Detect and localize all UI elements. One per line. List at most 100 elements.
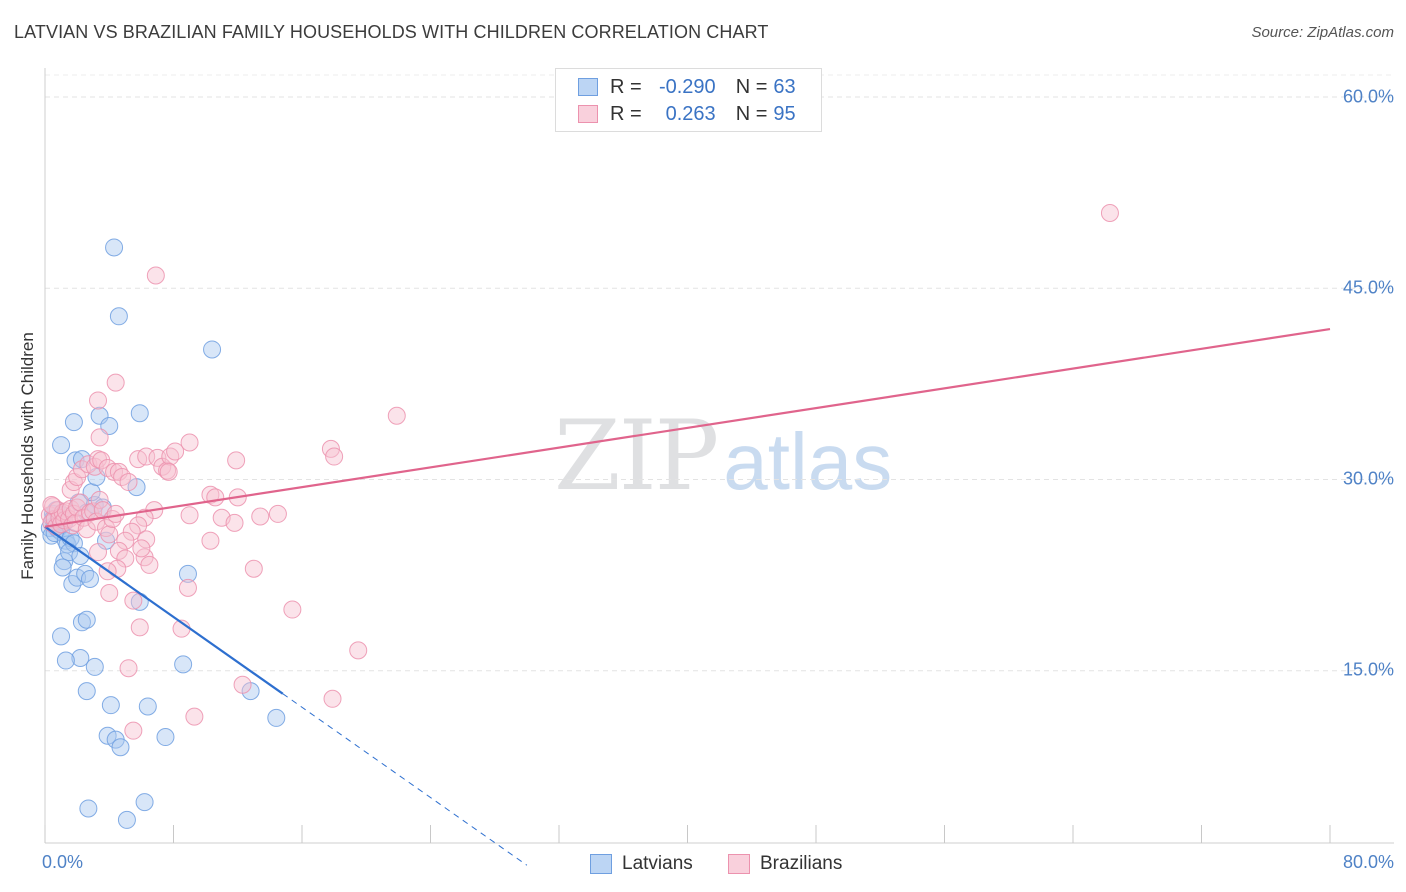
brazilian-point-73 (137, 530, 156, 549)
latvian-point-33 (64, 413, 83, 432)
x-tick-label-max: 80.0% (1342, 852, 1394, 872)
brazilian-point-49 (166, 442, 185, 461)
brazilian-point-70 (129, 516, 148, 535)
brazilians-swatch (578, 105, 598, 123)
latvian-point-32 (52, 436, 71, 455)
watermark-atlas: atlas (723, 417, 893, 506)
brazilian-point-74 (109, 541, 128, 560)
brazilian-point-51 (90, 428, 109, 447)
latvian-point-38 (109, 307, 128, 326)
brazilian-point-64 (251, 507, 270, 526)
brazilian-point-11 (42, 496, 61, 514)
brazilian-point-53 (106, 373, 125, 392)
brazilian-point-60 (201, 485, 220, 504)
brazilian-point-24 (90, 490, 109, 509)
brazilian-point-79 (132, 539, 151, 558)
brazilian-point-31 (64, 473, 83, 492)
latvian-point-37 (105, 238, 124, 257)
brazilian-point-59 (159, 462, 178, 481)
brazilian-point-55 (387, 406, 406, 425)
brazilian-point-82 (244, 559, 263, 578)
latvian-point-16 (55, 552, 74, 571)
bottom-legend-latvians: Latvians (590, 852, 693, 876)
bottom-legend-brazilians-swatch (728, 854, 750, 874)
brazilian-point-27 (100, 525, 119, 544)
latvian-point-62 (117, 810, 136, 829)
brazilians-n-value: 95 (773, 102, 796, 125)
latvian-point-21 (71, 547, 90, 565)
latvian-point-58 (111, 738, 130, 757)
latvian-point-61 (79, 799, 98, 818)
brazilian-point-96 (1100, 204, 1119, 223)
brazilians-r-value: 0.263 (665, 102, 716, 125)
x-tick-label-min: 0.0% (42, 852, 84, 872)
brazilian-point-95 (124, 721, 143, 740)
latvians-r-label: R = (610, 75, 642, 98)
latvian-point-55 (267, 708, 286, 727)
latvian-point-50 (174, 655, 193, 674)
stats-legend: R = -0.290 N = 63 R = 0.263 N = 95 (555, 68, 822, 132)
brazilians-n-label: N = (735, 102, 768, 125)
bottom-legend-brazilians-label: Brazilians (760, 853, 843, 874)
brazilian-point-75 (89, 543, 108, 562)
y-tick-label-60: 60.0% (1342, 86, 1394, 107)
brazilian-point-66 (225, 513, 244, 532)
latvian-point-59 (156, 728, 175, 747)
latvian-point-47 (71, 649, 90, 667)
brazilian-point-57 (325, 447, 344, 466)
brazilian-point-89 (130, 618, 149, 637)
latvians-n-label: N = (735, 75, 768, 98)
brazilian-point-50 (180, 433, 199, 452)
brazilian-point-67 (180, 506, 199, 525)
source-label: Source: ZipAtlas.com (1251, 24, 1394, 41)
latvian-trend-line (44, 525, 284, 695)
latvian-point-49 (85, 657, 104, 676)
watermark: ZIPatlas (554, 400, 892, 512)
latvian-point-60 (135, 793, 154, 812)
brazilian-point-61 (206, 488, 225, 507)
watermark-zip: ZIP (554, 400, 719, 512)
brazilian-point-45 (148, 448, 167, 467)
brazilian-point-42 (119, 473, 138, 492)
latvian-point-35 (100, 416, 119, 435)
latvian-point-53 (101, 696, 120, 715)
latvian-point-54 (138, 697, 157, 716)
bottom-legend-latvians-swatch (590, 854, 612, 874)
brazilian-point-65 (268, 504, 287, 523)
brazilian-point-92 (233, 675, 252, 694)
latvian-point-19 (63, 575, 82, 594)
brazilian-point-93 (323, 689, 342, 708)
legend-row-latvians: R = -0.290 N = 63 (578, 75, 796, 99)
brazilian-point-91 (119, 659, 138, 678)
brazilian-point-52 (89, 391, 108, 410)
brazilian-point-58 (227, 451, 246, 470)
latvian-point-48 (56, 651, 75, 670)
latvians-n-value: 63 (773, 75, 796, 98)
brazilian-point-48 (161, 447, 180, 466)
bottom-legend-latvians-label: Latvians (622, 853, 693, 874)
brazilian-point-86 (124, 591, 143, 610)
brazilian-point-37 (92, 451, 111, 470)
latvian-point-23 (80, 569, 99, 588)
brazilian-point-54 (146, 266, 165, 285)
brazilian-trend-line (44, 327, 1331, 528)
latvian-point-18 (53, 558, 72, 577)
latvian-point-41 (178, 564, 197, 583)
bottom-legend-brazilians: Brazilians (728, 852, 842, 876)
latvian-point-46 (77, 610, 96, 629)
brazilian-point-85 (100, 583, 119, 602)
chart-title: LATVIAN VS BRAZILIAN FAMILY HOUSEHOLDS W… (14, 22, 769, 42)
latvian-point-36 (130, 404, 149, 423)
y-axis-label: Family Households with Children (18, 332, 37, 580)
latvian-point-44 (72, 613, 91, 632)
legend-row-brazilians: R = 0.263 N = 95 (578, 102, 796, 126)
latvian-point-39 (203, 340, 222, 359)
brazilian-point-69 (135, 508, 154, 527)
latvian-point-22 (76, 564, 95, 583)
latvian-point-52 (77, 682, 96, 701)
brazilian-point-83 (201, 531, 220, 550)
brazilian-point-94 (185, 707, 204, 726)
brazilian-point-72 (116, 531, 135, 550)
y-tick-label-15: 15.0% (1342, 659, 1394, 680)
